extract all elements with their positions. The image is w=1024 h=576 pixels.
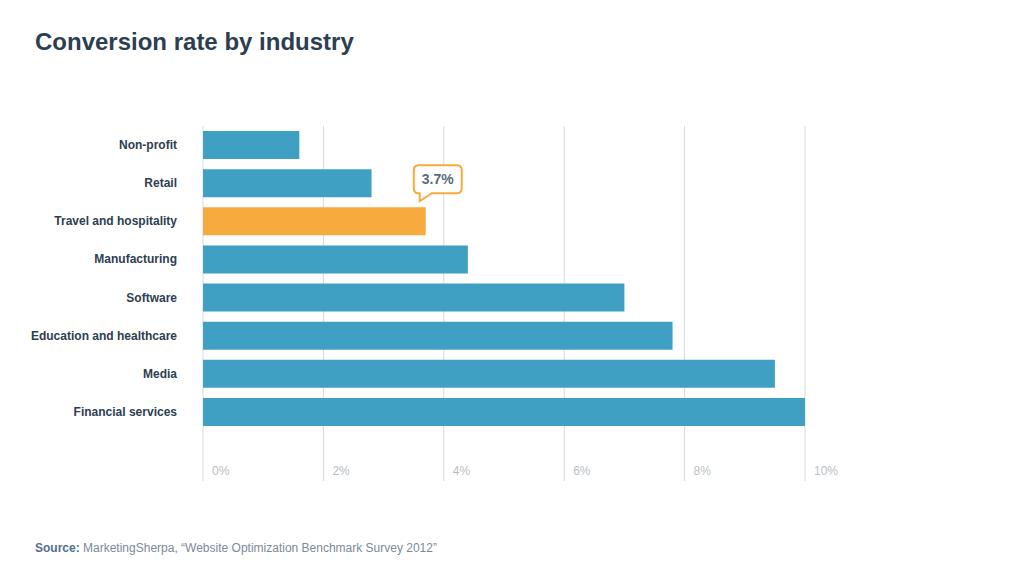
svg-text:Education and healthcare: Education and healthcare	[31, 329, 177, 343]
svg-text:Retail: Retail	[144, 176, 177, 190]
svg-text:Travel and hospitality: Travel and hospitality	[54, 214, 177, 228]
svg-text:3.7%: 3.7%	[422, 171, 454, 187]
svg-text:0%: 0%	[212, 464, 230, 478]
svg-text:4%: 4%	[453, 464, 471, 478]
svg-text:6%: 6%	[573, 464, 591, 478]
html-text:Source: MarketingSherpa, “Webs: Source: MarketingSherpa, “Website Optimi…	[35, 541, 437, 555]
svg-text:Non-profit: Non-profit	[119, 138, 177, 152]
svg-text:2%: 2%	[332, 464, 350, 478]
svg-text:Software: Software	[126, 291, 177, 305]
svg-text:10%: 10%	[814, 464, 838, 478]
svg-text:Media: Media	[143, 367, 177, 381]
svg-text:Financial services: Financial services	[74, 405, 178, 419]
svg-text:8%: 8%	[694, 464, 712, 478]
html-text:Conversion rate by industry: Conversion rate by industry	[35, 28, 354, 55]
svg-text:Manufacturing: Manufacturing	[94, 252, 177, 266]
